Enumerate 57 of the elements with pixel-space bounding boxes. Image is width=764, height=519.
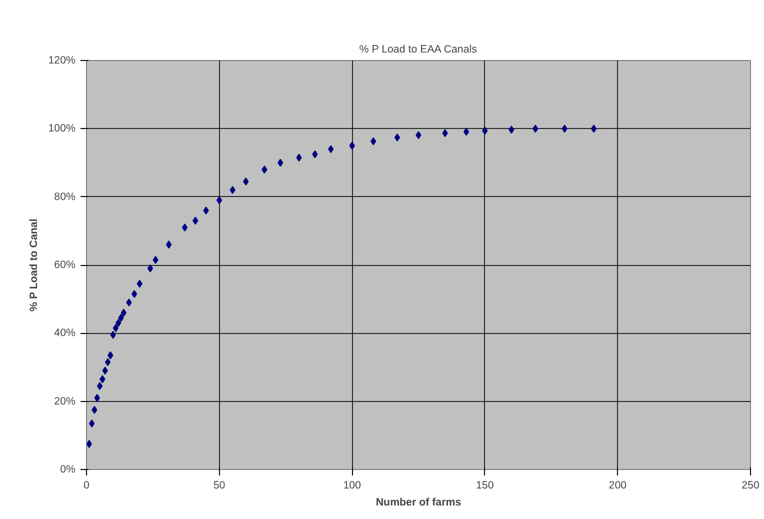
point [243, 177, 249, 186]
point [296, 154, 302, 162]
point [278, 158, 284, 167]
point [262, 166, 268, 174]
y-tick-label: 120% [48, 54, 76, 66]
x-axis-title: Number of farms [376, 496, 462, 508]
x-tick-label: 250 [742, 480, 760, 492]
point [590, 124, 597, 133]
point [88, 419, 95, 428]
point [126, 298, 132, 306]
x-tick-label: 150 [476, 480, 494, 492]
point [394, 134, 400, 142]
point [482, 126, 488, 135]
point [349, 142, 355, 150]
point [94, 394, 100, 402]
point [562, 124, 568, 133]
point [370, 137, 376, 146]
chart-title: % P Load to EAA Canals [359, 44, 477, 56]
point [110, 330, 116, 339]
point [463, 128, 470, 136]
point [312, 150, 318, 158]
x-tick-label: 100 [343, 480, 362, 492]
point [131, 290, 138, 298]
point [203, 206, 209, 214]
y-tick-label: 40% [54, 327, 76, 340]
point [182, 224, 188, 232]
point [120, 308, 127, 317]
point [416, 131, 422, 140]
point [100, 375, 106, 384]
x-tick-label: 50 [213, 480, 226, 492]
point [532, 124, 538, 133]
point [230, 186, 236, 194]
y-tick-label: 100% [48, 122, 76, 135]
point [104, 358, 111, 366]
y-tick-label: 20% [54, 395, 76, 408]
point [112, 324, 119, 332]
point [508, 126, 514, 134]
point [328, 145, 334, 154]
point [96, 382, 103, 390]
y-tick-label: 80% [54, 190, 76, 203]
y-axis-title: % P Load to Canal [28, 218, 40, 312]
point [118, 314, 124, 322]
point [152, 256, 158, 264]
point [108, 351, 114, 360]
x-tick-label: 0 [84, 480, 90, 492]
y-tick-label: 60% [54, 259, 76, 271]
point [166, 240, 172, 249]
x-tick-label: 200 [608, 480, 627, 492]
y-tick-label: 0% [60, 464, 76, 476]
point [136, 280, 142, 288]
point [147, 264, 154, 272]
point [92, 406, 98, 414]
point [102, 366, 108, 375]
point [116, 318, 122, 327]
point [216, 196, 222, 204]
point [192, 216, 198, 225]
point [442, 129, 448, 138]
